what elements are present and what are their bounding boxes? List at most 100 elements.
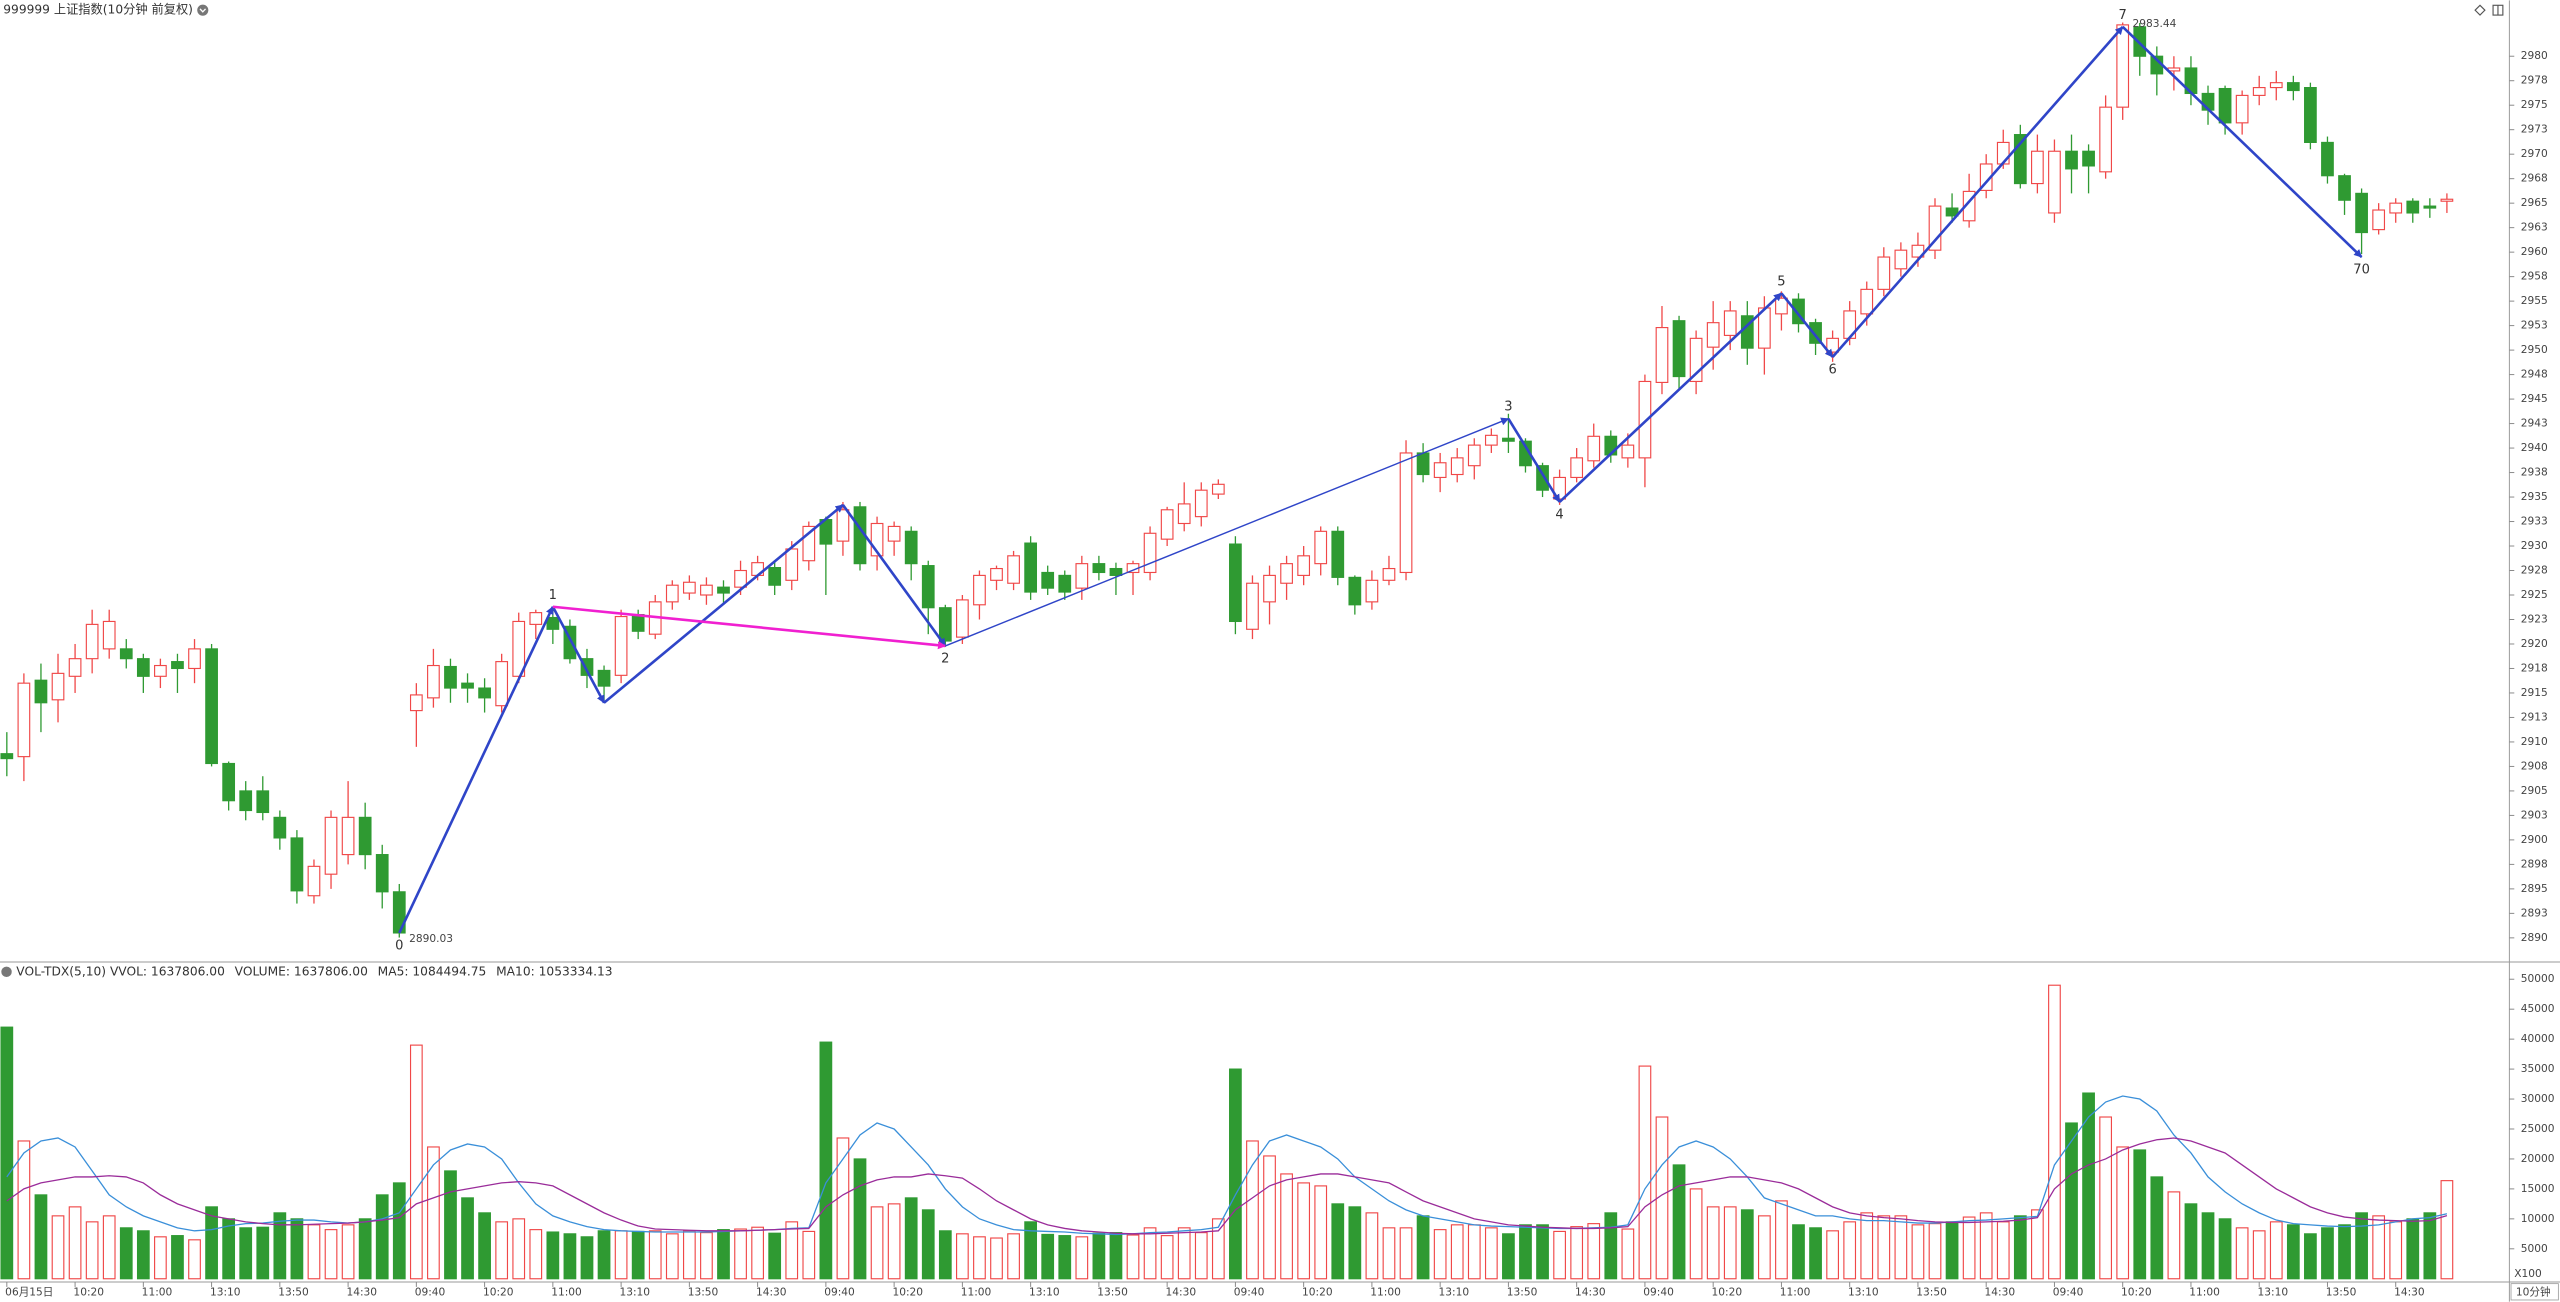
price-axis-tick-label: 2910 [2521,735,2548,748]
volume-bar [2116,1146,2130,1280]
candle-body [324,816,338,875]
price-axis-tick-label: 2930 [2521,539,2548,552]
volume-axis-tick-label: 10000 [2521,1212,2555,1225]
price-axis-tick-label: 2940 [2521,441,2548,454]
price-axis-tick-label: 2915 [2521,686,2548,699]
volume-bar [1570,1226,1584,1280]
candle-body [956,599,969,638]
menu-icon[interactable] [197,4,209,16]
volume-title: VOL-TDX(5,10) VVOL: 1637806.00 [16,964,225,978]
wave-label: 7 [2119,8,2127,23]
candle-body [1484,434,1498,446]
volume-bar [2235,1227,2249,1280]
volume-bar [785,1221,799,1280]
candle-body [563,625,577,660]
candle-body [1894,249,1908,270]
volume-bar [631,1230,645,1280]
wave-label: 6 [1828,363,1836,378]
price-axis-tick-label: 2980 [2521,49,2548,62]
period-label[interactable]: 10分钟 [2516,1286,2551,1299]
volume-bar [1945,1221,1959,1280]
volume-bar [2031,1209,2044,1280]
volume-bar [341,1224,355,1280]
wave-label: 4 [1555,508,1563,523]
vol-menu-icon[interactable] [1,966,12,978]
volume-bar [1467,1224,1481,1280]
candle-body [1536,465,1549,491]
candle-body [2406,200,2420,214]
candle-body [1877,256,1891,290]
volume-bar [427,1146,440,1280]
candle-body [1229,543,1242,623]
volume-bar [2150,1176,2164,1280]
candle-body [2372,209,2386,231]
wave-arrow [552,605,947,650]
candle-body [2440,198,2454,202]
candle-body [665,584,679,603]
volume-bar [870,1206,884,1280]
volume-axis-tick-label: 30000 [2521,1092,2555,1105]
volume-bar [1723,1206,1737,1280]
volume-bar [1433,1229,1447,1280]
x-tick-label: 11:00 [2189,1286,2220,1299]
candle-body [1911,244,1925,258]
candle-body [1689,337,1703,383]
price-axis-tick-label: 2975 [2521,98,2548,111]
volume-bar [273,1212,287,1280]
x-tick-label: 09:40 [1643,1286,1674,1299]
volume-bar [171,1235,184,1280]
volume-bar [102,1215,116,1280]
x-tick-label: 14:30 [2394,1286,2425,1299]
price-axis-tick-label: 2968 [2521,172,2548,185]
price-axis-tick-label: 2893 [2521,906,2548,919]
candle-body [1075,563,1089,589]
candle-body [921,565,935,609]
volume-bar [1024,1221,1038,1280]
volume-bar [409,1044,423,1280]
candle-body [2355,192,2368,234]
volume-bar [1263,1155,1276,1280]
volume-bar [1280,1173,1293,1280]
menu-icon-chevron[interactable] [199,8,207,13]
candle-body [2235,94,2249,124]
wave-arrow [603,503,844,704]
candle-body [802,525,816,562]
x-tick-label: 11:00 [1370,1286,1401,1299]
period-box[interactable] [2510,1283,2559,1301]
volume-bar [853,1158,867,1280]
candle-body [1502,437,1515,442]
volume-bar [461,1197,474,1280]
price-axis-tick-label: 2908 [2521,759,2548,772]
volume-bar [648,1230,662,1280]
ma-line [6,1137,2448,1235]
candle-body [1348,576,1362,606]
low-price-label: 2890.03 [409,932,453,945]
menu-icon-circle[interactable] [197,4,209,16]
volume-bar [2269,1221,2283,1280]
volume-bar [990,1237,1003,1280]
candle-body [1672,320,1686,378]
volume-bar [768,1232,782,1280]
candle-body [409,694,423,712]
x-tick-label: 14:30 [756,1286,787,1299]
x-tick-label: 13:50 [1916,1286,1947,1299]
wave-arrow [841,504,947,647]
x-tick-label: 06月15日 [5,1286,53,1299]
wave-label: 0 [395,939,403,954]
volume-bar [51,1215,65,1280]
volume-bar [222,1218,236,1280]
volume-bar [2048,984,2061,1280]
price-axis-tick-label: 2960 [2521,245,2548,258]
volume-unit-label: X100 [2514,1267,2542,1280]
volume-bar [478,1212,491,1280]
volume-bar [1041,1233,1055,1280]
volume-bar [136,1230,150,1280]
x-tick-label: 13:10 [1848,1286,1879,1299]
price-axis-tick-label: 2898 [2521,857,2548,870]
volume-bar [1655,1116,1669,1280]
volume-bar [1229,1068,1242,1280]
diamond-button[interactable] [2474,4,2486,16]
candle-body [1860,288,1874,315]
candle-body [1655,326,1669,383]
volume-bar [1194,1232,1208,1280]
